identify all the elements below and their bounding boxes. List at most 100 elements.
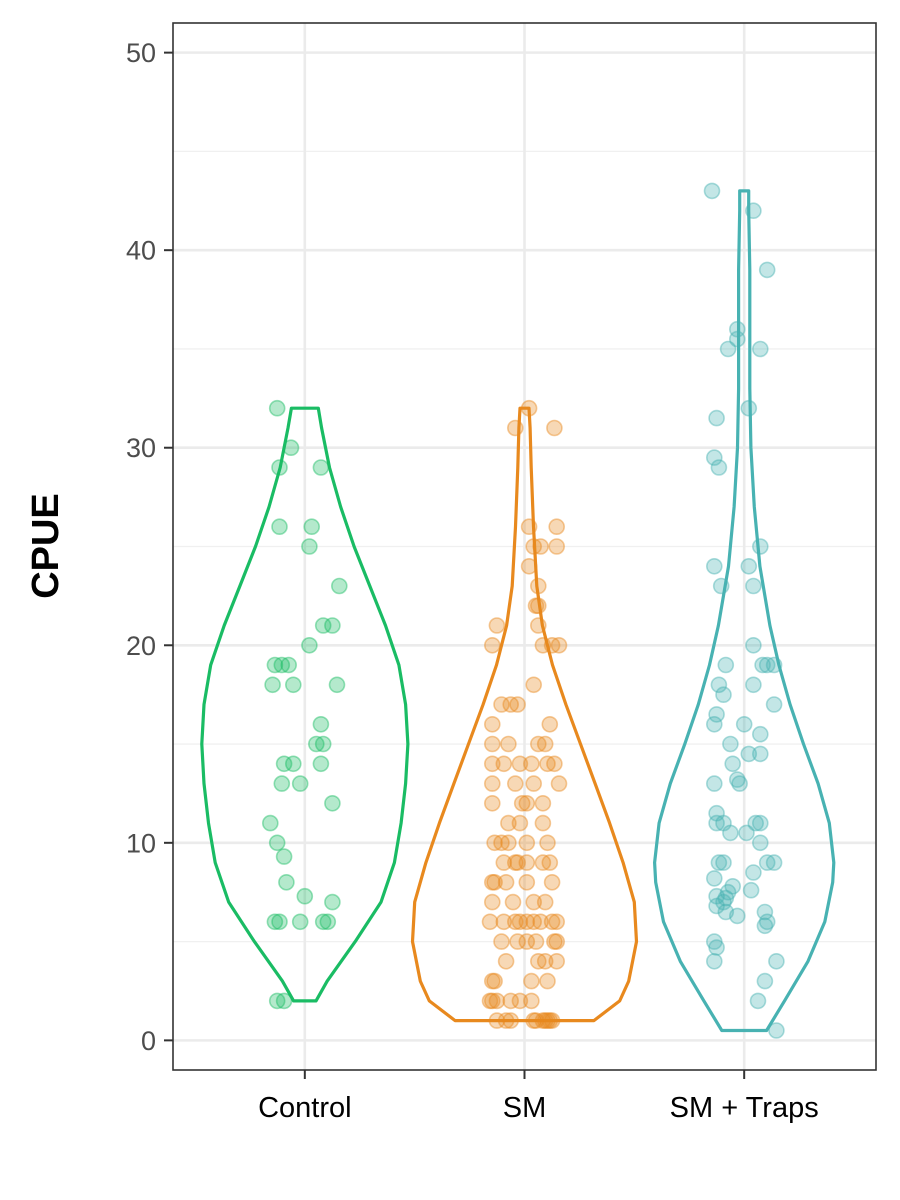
data-point — [518, 873, 536, 891]
data-point — [546, 419, 563, 437]
data-point — [486, 972, 503, 990]
data-point — [520, 399, 538, 417]
data-point — [705, 449, 723, 466]
data-point — [541, 715, 559, 733]
data-point — [483, 715, 501, 733]
data-point — [724, 877, 742, 895]
data-point — [708, 706, 725, 723]
data-point — [715, 893, 732, 911]
data-point — [488, 617, 506, 634]
data-point — [284, 755, 302, 773]
data-point — [717, 656, 735, 674]
data-point — [502, 696, 520, 713]
data-point — [534, 636, 552, 654]
data-point — [710, 676, 728, 694]
data-point — [749, 992, 767, 1010]
data-point — [705, 775, 723, 792]
data-point — [756, 972, 774, 990]
data-point — [268, 399, 286, 417]
data-point — [506, 854, 524, 871]
data-point — [529, 952, 547, 970]
data-point — [536, 735, 554, 753]
data-point — [497, 1012, 515, 1029]
data-point — [724, 755, 742, 773]
data-point — [742, 881, 760, 899]
data-point — [708, 804, 725, 822]
data-point — [483, 775, 501, 792]
data-point — [314, 913, 332, 931]
data-point — [511, 814, 529, 832]
data-point — [495, 854, 513, 871]
data-point — [740, 745, 758, 763]
data-point — [483, 755, 501, 773]
data-point — [312, 459, 330, 476]
data-point — [324, 794, 341, 812]
data-point — [314, 617, 332, 634]
data-point — [758, 854, 776, 871]
data-point — [765, 854, 783, 871]
data-point — [330, 577, 348, 595]
data-point — [548, 913, 566, 931]
data-point — [312, 755, 330, 773]
x-axis: Control SM SM + Traps — [258, 1070, 819, 1124]
violin-sm-traps — [653, 189, 836, 1033]
violins — [200, 189, 836, 1033]
data-point — [497, 952, 515, 970]
data-point — [768, 952, 785, 970]
data-point — [703, 182, 721, 200]
data-point — [543, 636, 561, 654]
data-point — [768, 1022, 785, 1039]
data-point — [525, 1012, 543, 1029]
data-point — [518, 913, 536, 931]
data-point — [324, 893, 341, 911]
data-point — [483, 636, 501, 654]
y-tick-label: 30 — [126, 433, 156, 463]
data-point — [506, 913, 524, 931]
data-point — [493, 834, 510, 852]
x-tick-label: Control — [258, 1092, 352, 1124]
data-point — [705, 870, 723, 887]
data-point — [745, 202, 762, 219]
data-point — [525, 893, 543, 911]
data-point — [324, 617, 341, 634]
data-point — [518, 834, 536, 852]
data-point — [483, 735, 501, 753]
data-point — [271, 913, 288, 931]
data-point — [708, 887, 725, 905]
data-point — [266, 656, 284, 674]
data-point — [539, 1012, 556, 1029]
data-point — [532, 538, 549, 555]
data-point — [284, 676, 302, 694]
data-point — [735, 715, 753, 733]
data-point — [548, 933, 566, 950]
data-point — [502, 1012, 520, 1029]
data-point — [740, 399, 758, 417]
data-point — [534, 814, 552, 832]
violin-sm — [410, 406, 639, 1023]
data-point — [546, 755, 563, 773]
data-point — [532, 913, 549, 931]
data-point — [268, 834, 286, 852]
y-axis: 0 10 20 30 40 50 — [126, 38, 173, 1056]
data-point — [500, 814, 517, 832]
data-point — [523, 755, 540, 773]
data-point — [500, 735, 517, 753]
data-point — [268, 992, 286, 1010]
data-point — [497, 873, 515, 891]
data-point — [261, 814, 279, 832]
data-point — [291, 775, 309, 792]
data-point — [541, 854, 559, 871]
violin-control — [200, 406, 410, 1003]
data-points — [261, 182, 785, 1039]
data-point — [543, 873, 561, 891]
data-point — [264, 676, 281, 694]
data-point — [504, 893, 522, 911]
data-point — [495, 755, 513, 773]
data-point — [758, 913, 776, 931]
data-point — [488, 1012, 506, 1029]
data-point — [550, 636, 568, 654]
data-point — [728, 330, 746, 348]
data-point — [751, 538, 769, 555]
data-point — [751, 834, 769, 852]
data-point — [747, 814, 765, 832]
